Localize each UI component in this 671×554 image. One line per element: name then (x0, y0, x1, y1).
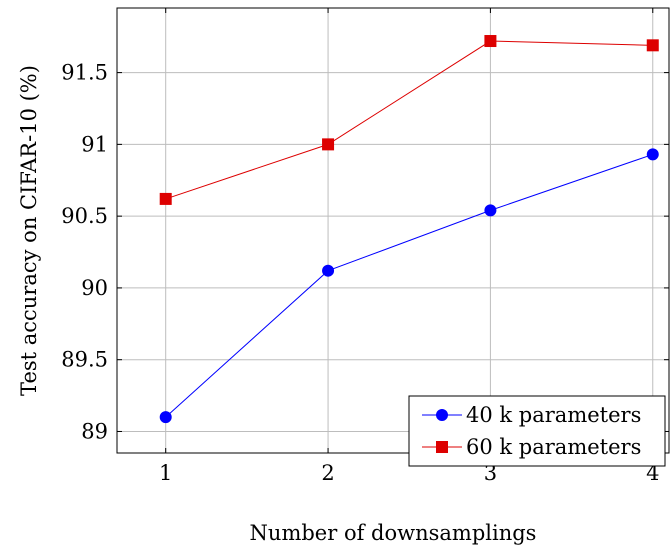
y-tick-label: 91 (81, 132, 108, 156)
y-tick-label: 90 (81, 276, 108, 300)
y-axis-title: Test accuracy on CIFAR-10 (%) (17, 65, 41, 396)
data-point (484, 35, 497, 48)
x-tick-label: 4 (646, 461, 659, 485)
series-layer (159, 35, 659, 424)
legend-swatch-marker (436, 441, 448, 453)
legend-entry-2: 60 k parameters (422, 435, 641, 459)
legend-label: 60 k parameters (466, 435, 641, 459)
data-point (646, 39, 659, 52)
legend-entries: 40 k parameters 60 k parameters (422, 403, 641, 459)
data-point (322, 138, 335, 151)
legend-entry-1: 40 k parameters (422, 403, 641, 427)
series-line (165, 153, 653, 418)
y-tick-label: 89 (81, 419, 108, 443)
y-tick-label: 89.5 (61, 348, 108, 372)
x-tick-label: 1 (159, 461, 172, 485)
data-point (159, 411, 172, 424)
y-tick-label: 91.5 (61, 61, 108, 85)
legend-label: 40 k parameters (466, 403, 641, 427)
x-tick-label: 2 (321, 461, 334, 485)
legend: 40 k parameters 60 k parameters (408, 395, 666, 467)
data-point (159, 192, 172, 205)
legend-box (408, 395, 666, 467)
series-line (165, 40, 653, 200)
x-tick-label: 3 (484, 461, 497, 485)
axis-ticks: 1 2 3 4 89 89.5 90 90.5 91 91.5 (61, 8, 669, 485)
series-2 (159, 35, 659, 205)
y-tick-label: 90.5 (61, 204, 108, 228)
series-1 (159, 148, 659, 424)
data-point (322, 264, 335, 277)
legend-swatch-marker (436, 409, 448, 421)
grid (117, 8, 669, 453)
x-axis-title: Number of downsamplings (250, 521, 537, 545)
plot-area-frame (116, 7, 670, 454)
data-point (484, 204, 497, 217)
data-point (646, 148, 659, 161)
